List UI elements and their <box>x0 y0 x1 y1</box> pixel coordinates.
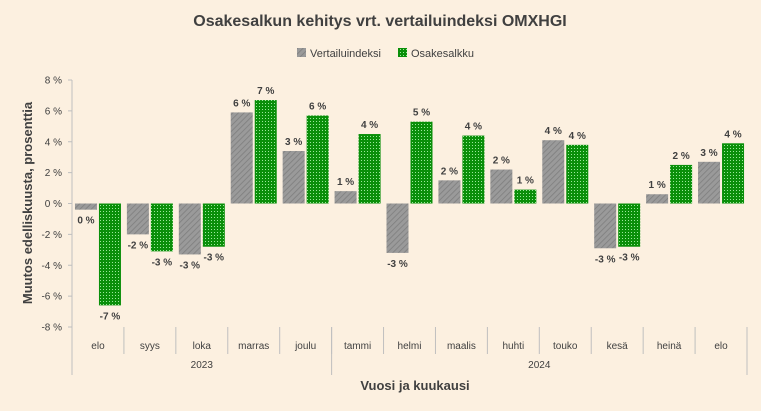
bar-osakesalkku <box>462 135 485 204</box>
x-tick-label: maalis <box>447 341 476 352</box>
data-label-osakesalkku: 4 % <box>569 131 586 142</box>
x-tick-label: marras <box>238 341 269 352</box>
data-label-osakesalkku: 6 % <box>309 102 326 113</box>
x-tick-label: joulu <box>294 341 316 352</box>
data-label-vertailuindeksi: 3 % <box>285 137 302 148</box>
data-label-osakesalkku: 4 % <box>465 122 482 133</box>
data-label-vertailuindeksi: -2 % <box>128 240 149 251</box>
bar-vertailuindeksi <box>230 112 253 204</box>
y-axis-title: Muutos edelliskuusta, prosenttia <box>20 101 35 304</box>
y-tick-label: 4 % <box>45 137 62 148</box>
bar-vertailuindeksi <box>178 203 201 255</box>
bar-vertailuindeksi <box>282 151 305 204</box>
data-label-vertailuindeksi: 1 % <box>648 180 665 191</box>
x-axis-title: Vuosi ja kuukausi <box>360 378 469 393</box>
legend: Vertailuindeksi Osakesalkku <box>297 48 474 60</box>
y-tick-label: -2 % <box>41 230 62 241</box>
data-label-vertailuindeksi: 4 % <box>545 126 562 137</box>
legend-swatch-vertailuindeksi <box>297 48 306 57</box>
bar-osakesalkku <box>150 203 173 252</box>
data-label-vertailuindeksi: 0 % <box>77 216 94 227</box>
x-tick-label: elo <box>714 341 728 352</box>
data-label-vertailuindeksi: -3 % <box>387 259 408 270</box>
data-label-vertailuindeksi: 2 % <box>441 166 458 177</box>
data-label-osakesalkku: 4 % <box>361 120 378 131</box>
bar-osakesalkku <box>618 203 641 247</box>
x-tick-label: huhti <box>503 341 525 352</box>
data-label-osakesalkku: 4 % <box>724 129 741 140</box>
chart-title: Osakesalkun kehitys vrt. vertailuindeksi… <box>193 13 566 30</box>
bar-vertailuindeksi <box>542 140 565 204</box>
year-group-label: 2024 <box>528 360 551 371</box>
year-group-label: 2023 <box>191 360 214 371</box>
bar-vertailuindeksi <box>594 203 617 249</box>
bar-vertailuindeksi <box>386 203 409 253</box>
bar-vertailuindeksi <box>126 203 149 235</box>
data-label-vertailuindeksi: 1 % <box>337 177 354 188</box>
x-tick-label: kesä <box>607 341 629 352</box>
data-label-vertailuindeksi: 3 % <box>700 148 717 159</box>
legend-label-vertailuindeksi: Vertailuindeksi <box>310 48 381 60</box>
bar-osakesalkku <box>566 144 589 204</box>
bar-vertailuindeksi <box>334 191 357 204</box>
x-tick-label: heinä <box>657 341 682 352</box>
bar-vertailuindeksi <box>646 194 669 204</box>
data-label-vertailuindeksi: 6 % <box>233 98 250 109</box>
data-label-osakesalkku: -7 % <box>100 311 121 322</box>
data-label-vertailuindeksi: -3 % <box>180 260 201 271</box>
bar-osakesalkku <box>410 121 433 204</box>
data-label-osakesalkku: -3 % <box>619 253 640 264</box>
plot-area: 8 %6 %4 %2 %0 %-2 %-4 %-6 %-8 %0 %-2 %-3… <box>41 76 748 375</box>
bar-vertailuindeksi <box>438 180 461 204</box>
data-label-osakesalkku: -3 % <box>152 257 173 268</box>
x-tick-label: touko <box>553 341 578 352</box>
bar-osakesalkku <box>722 143 745 204</box>
x-tick-label: loka <box>193 341 212 352</box>
y-tick-label: -8 % <box>41 323 62 334</box>
y-tick-label: 8 % <box>45 76 62 87</box>
bar-vertailuindeksi <box>74 203 97 210</box>
data-label-osakesalkku: 2 % <box>672 151 689 162</box>
data-label-osakesalkku: 7 % <box>257 86 274 97</box>
y-tick-label: -6 % <box>41 292 62 303</box>
data-label-vertailuindeksi: 2 % <box>493 156 510 167</box>
bar-vertailuindeksi <box>698 161 721 204</box>
bar-osakesalkku <box>306 115 329 204</box>
data-label-osakesalkku: 5 % <box>413 108 430 119</box>
y-tick-label: 6 % <box>45 106 62 117</box>
y-tick-label: 0 % <box>45 199 62 210</box>
x-tick-label: syys <box>140 341 160 352</box>
bar-osakesalkku <box>670 164 693 204</box>
x-tick-label: elo <box>91 341 105 352</box>
bar-osakesalkku <box>514 189 537 204</box>
data-label-vertailuindeksi: -3 % <box>595 254 616 265</box>
bar-osakesalkku <box>254 100 277 204</box>
x-tick-label: tammi <box>344 341 371 352</box>
data-label-osakesalkku: 1 % <box>517 176 534 187</box>
legend-label-osakesalkku: Osakesalkku <box>411 48 474 60</box>
bar-osakesalkku <box>358 134 381 204</box>
y-tick-label: -4 % <box>41 261 62 272</box>
data-label-osakesalkku: -3 % <box>204 253 225 264</box>
bar-osakesalkku <box>202 203 225 247</box>
legend-swatch-osakesalkku <box>398 48 407 57</box>
bar-osakesalkku <box>98 203 121 306</box>
bar-vertailuindeksi <box>490 169 513 204</box>
x-tick-label: helmi <box>398 341 422 352</box>
y-tick-label: 2 % <box>45 168 62 179</box>
